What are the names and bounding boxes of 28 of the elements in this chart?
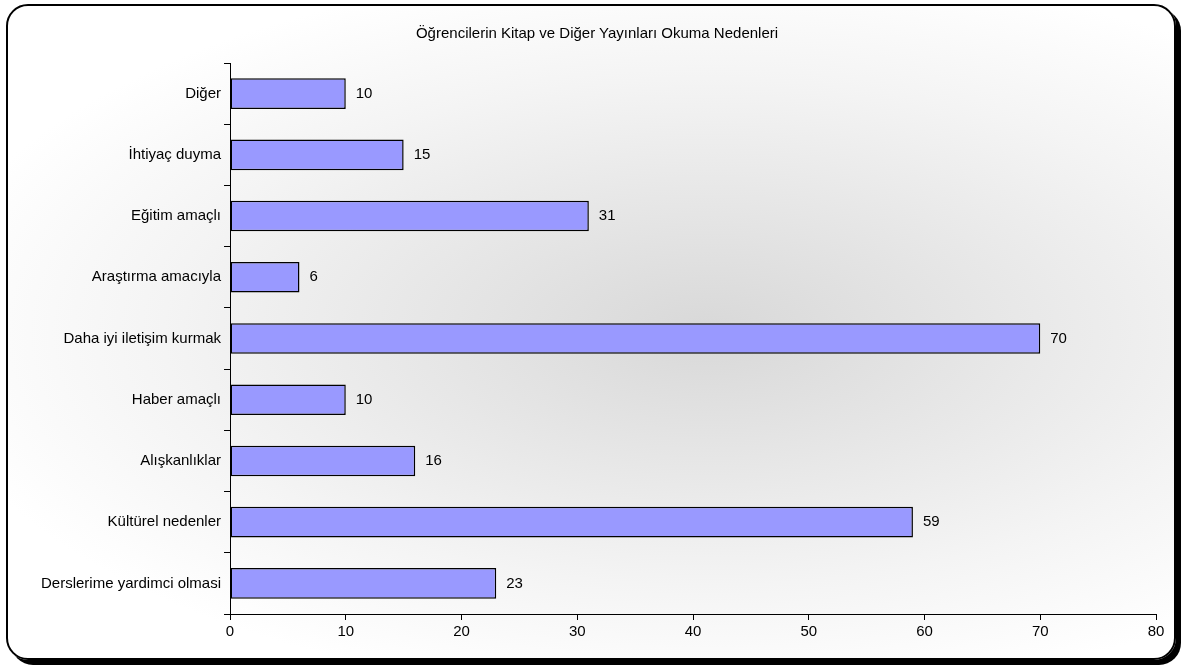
data-label: 70 (1050, 328, 1067, 346)
x-tick-label: 30 (568, 622, 586, 640)
x-tick-label: 0 (225, 622, 235, 640)
y-tick-label: Diğer (185, 83, 222, 101)
y-tick-label: Araştırma amacıyla (91, 267, 222, 285)
data-label: 10 (355, 389, 373, 407)
y-tick-label: Daha iyi iletişim kurmak (63, 328, 222, 346)
x-tick-label: 50 (800, 622, 818, 640)
y-tick-label: İhtiyaç duyma (128, 144, 222, 162)
x-tick-label: 10 (337, 622, 355, 640)
data-label: 10 (355, 83, 373, 101)
x-tick-label: 70 (1031, 622, 1049, 640)
data-label: 59 (922, 512, 940, 530)
y-tick-label: Derslerime yardimci olmasi (41, 573, 222, 591)
x-tick-label: 40 (684, 622, 702, 640)
y-tick-label: Kültürel nedenler (107, 512, 222, 530)
y-tick-label: Haber amaçlı (131, 389, 222, 407)
y-tick-label: Alışkanlıklar (140, 451, 222, 469)
x-tick-label: 80 (1147, 622, 1165, 640)
x-tick-label: 20 (453, 622, 470, 640)
chart-title: Öğrencilerin Kitap ve Diğer Yayınları Okuma Nedenleri (415, 24, 779, 42)
data-label: 31 (598, 206, 616, 224)
data-label: 15 (413, 144, 431, 162)
data-label: 23 (506, 573, 523, 591)
x-tick-label: 60 (916, 622, 933, 640)
data-label: 6 (309, 267, 318, 285)
y-tick-label: Eğitim amaçlı (131, 206, 222, 224)
data-label: 16 (425, 451, 442, 469)
